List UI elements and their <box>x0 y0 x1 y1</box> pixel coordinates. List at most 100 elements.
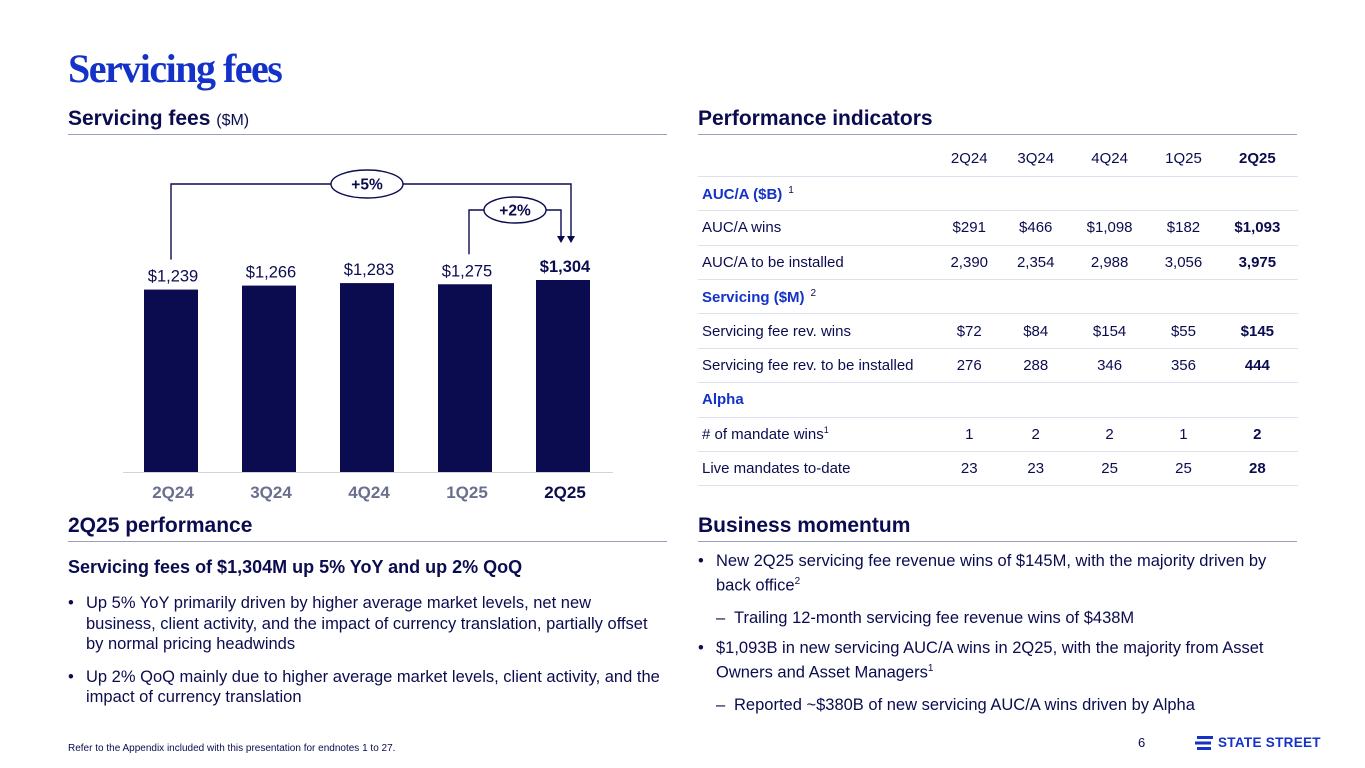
endnote-ref: 2 <box>794 575 801 587</box>
list-item: Up 5% YoY primarily driven by higher ave… <box>68 593 660 655</box>
table-cell: $1,093 <box>1216 210 1298 246</box>
perf-section-rule <box>698 134 1297 135</box>
performance-bullets: Up 5% YoY primarily driven by higher ave… <box>68 593 660 720</box>
row-label: AUC/A to be installed <box>698 245 936 281</box>
momentum-section-rule <box>698 541 1297 542</box>
bar-4Q24 <box>340 283 394 472</box>
page-number: 6 <box>1138 735 1146 750</box>
category-cell: Servicing ($M) 2 <box>698 279 1298 315</box>
endnote-ref: 1 <box>788 184 794 196</box>
table-cell: $55 <box>1150 313 1217 349</box>
table-cell: 3,056 <box>1150 245 1217 281</box>
sub-list-item: Trailing 12-month servicing fee revenue … <box>698 608 1290 629</box>
data-label: $1,275 <box>442 262 492 280</box>
table-cell: 1 <box>936 417 1003 453</box>
table-cell: 28 <box>1216 451 1298 487</box>
table-cell: $145 <box>1216 313 1298 349</box>
table-cell: $72 <box>936 313 1003 349</box>
row-label-text: # of mandate wins <box>702 426 824 444</box>
endnote-ref: 2 <box>810 287 817 299</box>
momentum-section-title: Business momentum <box>698 514 911 537</box>
table-cell: 356 <box>1150 348 1217 384</box>
x-tick-label: 1Q25 <box>446 483 488 502</box>
table-cell: $1,098 <box>1068 210 1151 246</box>
table-category-row: AUC/A ($B) 1 <box>698 176 1298 212</box>
row-label: AUC/A wins <box>698 210 936 246</box>
list-item: Up 2% QoQ mainly due to higher average m… <box>68 667 660 708</box>
table-cell: $182 <box>1150 210 1217 246</box>
perf-section-title: Performance indicators <box>698 107 933 130</box>
footnote: Refer to the Appendix included with this… <box>68 743 396 754</box>
bar-2Q25 <box>536 280 590 472</box>
momentum-bullets: New 2Q25 servicing fee revenue wins of $… <box>698 551 1290 725</box>
table-category-row: Servicing ($M) 2 <box>698 279 1298 315</box>
performance-section-rule <box>68 541 667 542</box>
table-cell: 2 <box>1002 417 1069 453</box>
x-tick-label: 2Q25 <box>544 483 586 502</box>
growth-label-qoq: +2% <box>499 203 531 220</box>
chart-section-unit: ($M) <box>216 112 250 129</box>
endnote-ref: 1 <box>823 425 829 436</box>
table-cell: 2,390 <box>936 245 1003 281</box>
table-cell: 2,988 <box>1068 245 1151 281</box>
servicing-fees-bar-chart: $1,239 2Q24 $1,266 3Q24 $1,283 4Q24 $1,275 1Q25… <box>123 169 613 502</box>
table-cell: 288 <box>1002 348 1069 384</box>
table-cell: $466 <box>1002 210 1069 246</box>
table-row: AUC/A wins $291 $466 $1,098 $182 $1,093 <box>698 210 1298 246</box>
bar-2Q24 <box>144 289 198 472</box>
data-label: $1,304 <box>540 258 591 276</box>
table-row: Servicing fee rev. wins $72 $84 $154 $55… <box>698 313 1298 349</box>
row-label: Live mandates to-date <box>698 451 936 487</box>
data-label: $1,239 <box>148 268 198 286</box>
table-category-row: Alpha <box>698 382 1298 418</box>
endnote-ref: 1 <box>927 662 934 674</box>
table-cell: $84 <box>1002 313 1069 349</box>
logo-mark-icon <box>1195 735 1213 750</box>
table-row: Servicing fee rev. to be installed 276 2… <box>698 348 1298 384</box>
table-cell: 444 <box>1216 348 1298 384</box>
table-cell: 2,354 <box>1002 245 1069 281</box>
data-label: $1,266 <box>246 264 296 282</box>
chart-section-title: Servicing fees ($M) <box>68 106 249 134</box>
row-label: Servicing fee rev. to be installed <box>698 348 936 384</box>
table-cell: 2 <box>1216 417 1298 453</box>
x-tick-label: 3Q24 <box>250 483 292 502</box>
logo-text: STATE STREET <box>1218 735 1321 750</box>
table-cell: 2 <box>1068 417 1151 453</box>
table-cell: 25 <box>1068 451 1151 487</box>
table-cell: 23 <box>936 451 1003 487</box>
list-item: $1,093B in new servicing AUC/A wins in 2… <box>698 638 1290 683</box>
chart-section-rule <box>68 134 667 135</box>
sub-list-item: Reported ~$380B of new servicing AUC/A w… <box>698 695 1290 716</box>
table-cell: 25 <box>1150 451 1217 487</box>
table-cell: 276 <box>936 348 1003 384</box>
table-cell: 3,975 <box>1216 245 1298 281</box>
performance-section-title: 2Q25 performance <box>68 514 253 537</box>
table-cell: 1 <box>1150 417 1217 453</box>
category-cell: AUC/A ($B) 1 <box>698 176 1298 212</box>
table-cell: $154 <box>1068 313 1151 349</box>
growth-label-yoy: +5% <box>351 177 383 194</box>
table-row: AUC/A to be installed 2,390 2,354 2,988 … <box>698 245 1298 281</box>
period-header: 4Q24 <box>1068 142 1151 177</box>
list-item-text: New 2Q25 servicing fee revenue wins of $… <box>716 552 1267 594</box>
period-header: 3Q24 <box>1002 142 1069 177</box>
performance-subtitle: Servicing fees of $1,304M up 5% YoY and … <box>68 557 523 577</box>
list-item-text: $1,093B in new servicing AUC/A wins in 2… <box>716 639 1264 681</box>
bar-3Q24 <box>242 285 296 472</box>
list-item: New 2Q25 servicing fee revenue wins of $… <box>698 551 1290 596</box>
row-label: Servicing fee rev. wins <box>698 313 936 349</box>
period-header: 2Q25 <box>1216 142 1298 177</box>
growth-bubble-qoq <box>483 196 547 224</box>
table-header-row: 2Q24 3Q24 4Q24 1Q25 2Q25 <box>698 142 1298 177</box>
table-cell: 23 <box>1002 451 1069 487</box>
category-label: Alpha <box>702 391 744 409</box>
category-label: AUC/A ($B) <box>702 185 783 203</box>
table-cell: $291 <box>936 210 1003 246</box>
state-street-logo: STATE STREET <box>1195 735 1321 750</box>
period-header: 1Q25 <box>1150 142 1217 177</box>
performance-indicators-table: 2Q24 3Q24 4Q24 1Q25 2Q25 AUC/A ($B) 1 AUC… <box>698 142 1298 487</box>
table-row: Live mandates to-date 23 23 25 25 28 <box>698 451 1298 487</box>
x-tick-label: 2Q24 <box>152 483 194 502</box>
x-tick-label: 4Q24 <box>348 483 390 502</box>
